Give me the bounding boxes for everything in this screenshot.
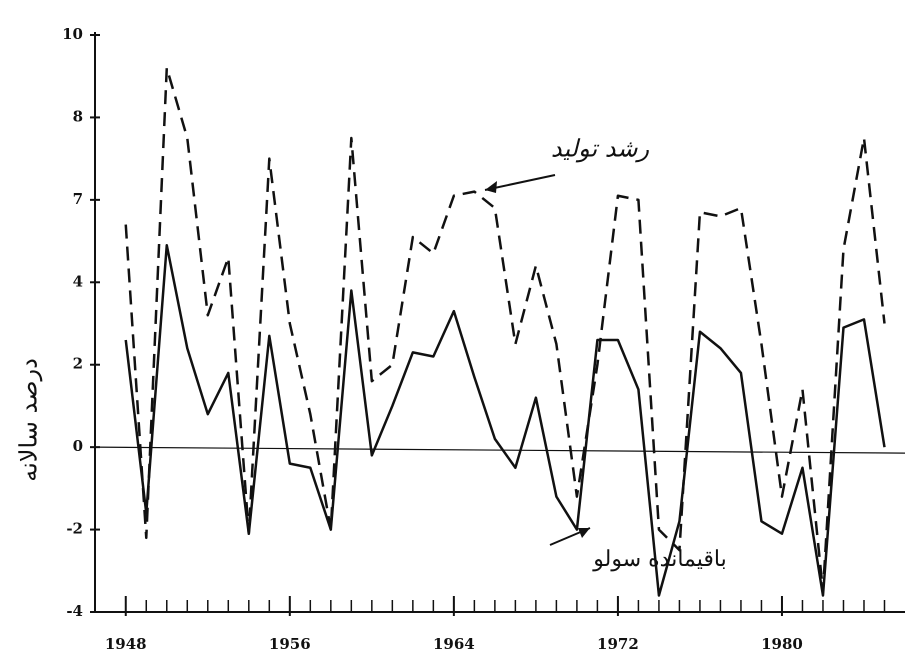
x-tick-label: 1956 (269, 635, 311, 653)
y-tick-label: 2 (73, 355, 83, 373)
y-tick-label: 10 (62, 25, 83, 43)
annotation-arrow (484, 174, 556, 191)
y-tick-label: 4 (73, 272, 83, 290)
annotation: باقیمانده سولو (592, 547, 726, 572)
x-tick-label: 1972 (597, 635, 639, 653)
y-tick-label: -4 (66, 602, 83, 620)
y-tick-label: 8 (73, 107, 83, 125)
x-tick-label: 1980 (761, 635, 803, 653)
zero-line (94, 446, 906, 454)
y-tick-label: 0 (73, 437, 83, 455)
annotation: رشد تولید (551, 135, 650, 163)
y-axis-label: درصد سالانه (15, 358, 43, 482)
y-tick-label: -2 (66, 520, 83, 538)
x-tick-label: 1948 (105, 635, 147, 653)
annotation-arrowhead (578, 528, 590, 538)
annotation-arrowhead (485, 181, 497, 193)
solid-line (124, 243, 886, 597)
y-tick-label: 7 (73, 190, 83, 208)
dashed-line (124, 66, 886, 593)
x-tick-label: 1964 (433, 635, 475, 653)
